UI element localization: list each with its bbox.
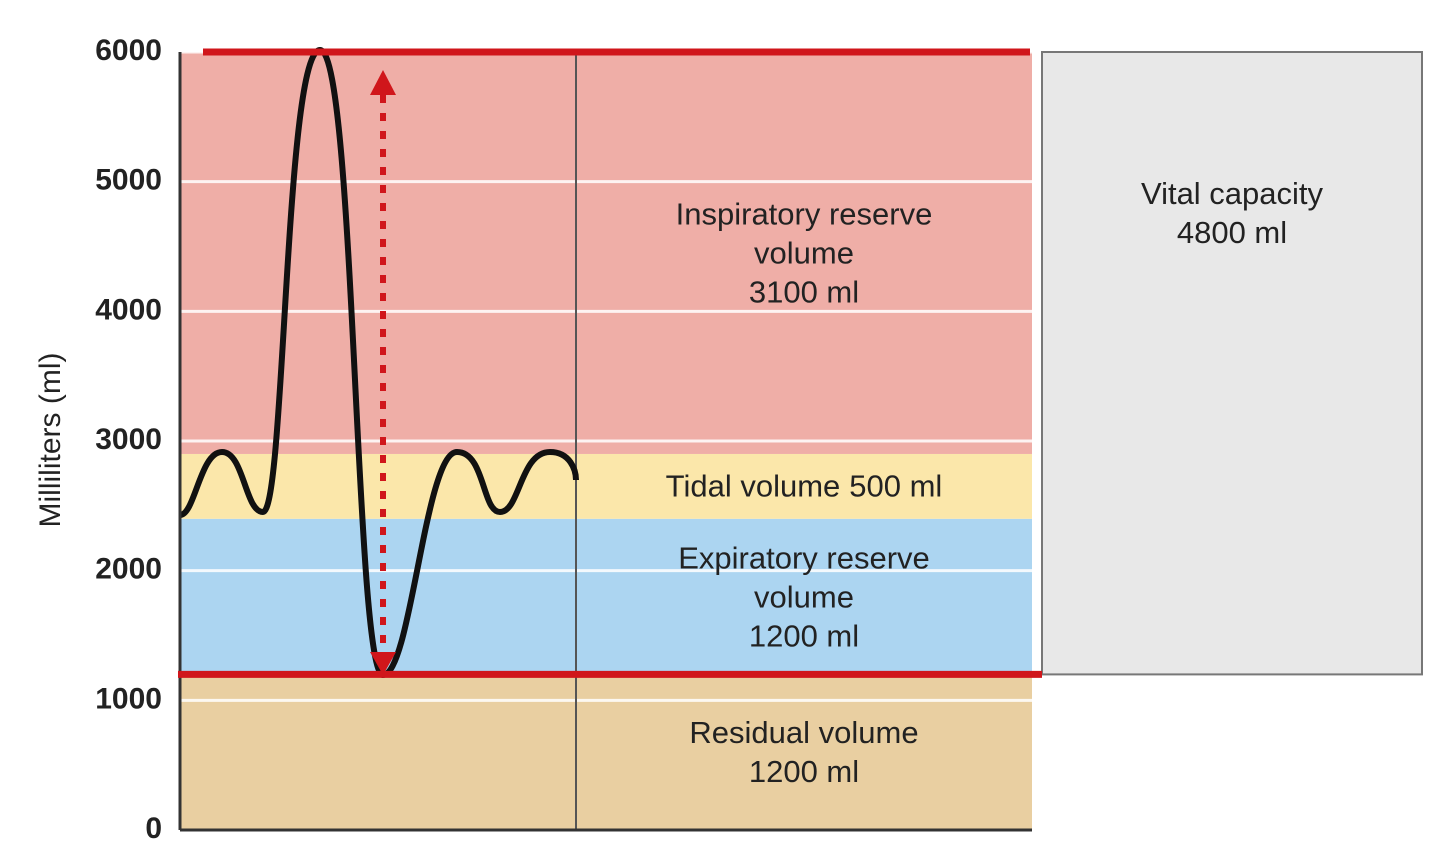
band-value: 500 ml	[849, 468, 943, 504]
arrow-head	[370, 652, 396, 675]
y-tick-label: 0	[145, 812, 162, 843]
breathing-trace	[178, 46, 579, 679]
y-tick-label: 1000	[95, 682, 162, 715]
volume-band	[180, 52, 1032, 454]
y-tick-label: 3000	[95, 423, 162, 456]
band-value: 3100 ml	[748, 274, 860, 310]
band-label: Expiratory reserve volume 1200 ml	[674, 538, 934, 655]
y-tick-label: 5000	[95, 164, 162, 197]
y-axis-title: Milliliters (ml)	[34, 353, 67, 528]
overlay	[178, 48, 1042, 678]
band-name: Tidal volume	[665, 468, 841, 504]
y-tick-label: 2000	[95, 553, 162, 586]
volume-band	[180, 518, 1032, 675]
y-tick-label: 4000	[95, 293, 162, 326]
volume-band	[180, 453, 1032, 519]
y-tick-label: 6000	[95, 34, 162, 67]
band-name: Expiratory reserve volume	[678, 540, 930, 615]
arrow-head	[370, 70, 396, 95]
band-label: Residual volume 1200 ml	[674, 713, 934, 791]
capacity-box	[1041, 51, 1423, 676]
capacity-name: Vital capacity	[1140, 176, 1324, 212]
band-value: 1200 ml	[748, 754, 860, 790]
band-label: Tidal volume 500 ml	[666, 467, 943, 506]
band-name: Residual volume	[689, 715, 919, 751]
band-label: Inspiratory reserve volume 3100 ml	[674, 194, 934, 311]
band-value: 1200 ml	[748, 618, 860, 654]
band-name: Inspiratory reserve volume	[675, 196, 933, 271]
capacity-value: 4800 ml	[1176, 215, 1288, 251]
bands	[180, 51, 1423, 830]
capacity-label: Vital capacity 4800 ml	[1141, 174, 1323, 252]
